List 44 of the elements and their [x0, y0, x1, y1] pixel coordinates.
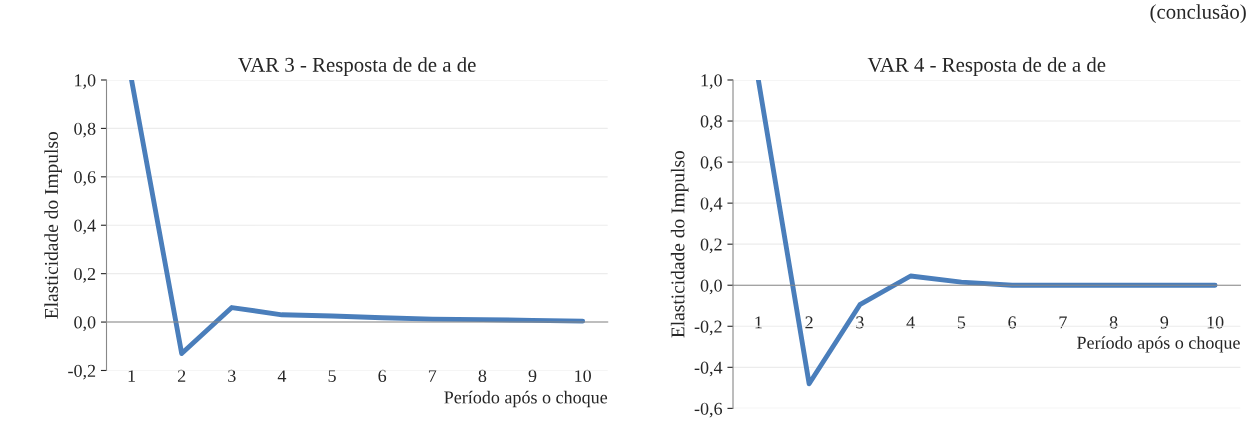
x-tick-label: 4 [277, 369, 287, 382]
y-tick-label: 0,8 [700, 115, 722, 131]
x-tick-label: 1 [755, 316, 762, 329]
x-axis-title: Período após o choque [1077, 336, 1240, 353]
x-tick-label: 10 [575, 369, 591, 382]
y-tick-label: 0,0 [74, 316, 96, 332]
y-tick-label: 0,6 [74, 171, 96, 186]
x-tick-label: 6 [1008, 316, 1017, 329]
x-tick-label: 1 [128, 369, 135, 382]
x-tick-label: 2 [177, 369, 186, 382]
x-tick-label: 2 [805, 316, 813, 329]
y-tick-label: 0,4 [74, 219, 96, 235]
x-tick-label: 8 [478, 369, 487, 382]
x-tick-label: 6 [378, 369, 387, 382]
x-tick-label: 7 [428, 369, 437, 382]
y-tick-label: 0,6 [700, 156, 723, 172]
y-axis-title: Elasticidade do Impulso [670, 150, 689, 338]
y-tick-label: 1,0 [701, 74, 722, 90]
x-tick-label: 8 [1109, 316, 1118, 329]
x-tick-label: 9 [1160, 316, 1169, 329]
y-tick-label: 0,0 [700, 279, 722, 295]
x-tick-label: 7 [1059, 316, 1067, 329]
x-axis-title: Período após o choque [444, 390, 608, 408]
x-tick-label: 9 [528, 369, 537, 382]
text: (conclusão) [1150, 4, 1246, 24]
y-axis-title: Elasticidade do Impulso [44, 132, 62, 319]
chart-title: VAR 4 - Resposta de de a de [867, 57, 1106, 77]
y-tick-label: -0,4 [694, 361, 723, 377]
y-tick-label: 0,2 [700, 238, 722, 254]
line-series [129, 79, 586, 356]
y-tick-label: 0,2 [74, 267, 96, 283]
x-tick-label: 3 [856, 316, 864, 329]
y-tick-label: 0,8 [74, 122, 96, 138]
y-tick-label: -0,2 [68, 364, 96, 380]
y-tick-label: -0,6 [694, 402, 723, 418]
x-tick-label: 10 [1207, 316, 1224, 329]
x-tick-label: 5 [957, 316, 966, 329]
chart-title: VAR 3 - Resposta de de a de [238, 57, 476, 77]
x-tick-label: 3 [228, 369, 236, 382]
x-tick-label: 5 [328, 369, 336, 382]
x-tick-label: 4 [906, 316, 915, 329]
y-tick-label: -0,2 [694, 320, 722, 336]
y-tick-label: 1,0 [75, 74, 96, 90]
y-tick-label: 0,4 [700, 197, 723, 213]
